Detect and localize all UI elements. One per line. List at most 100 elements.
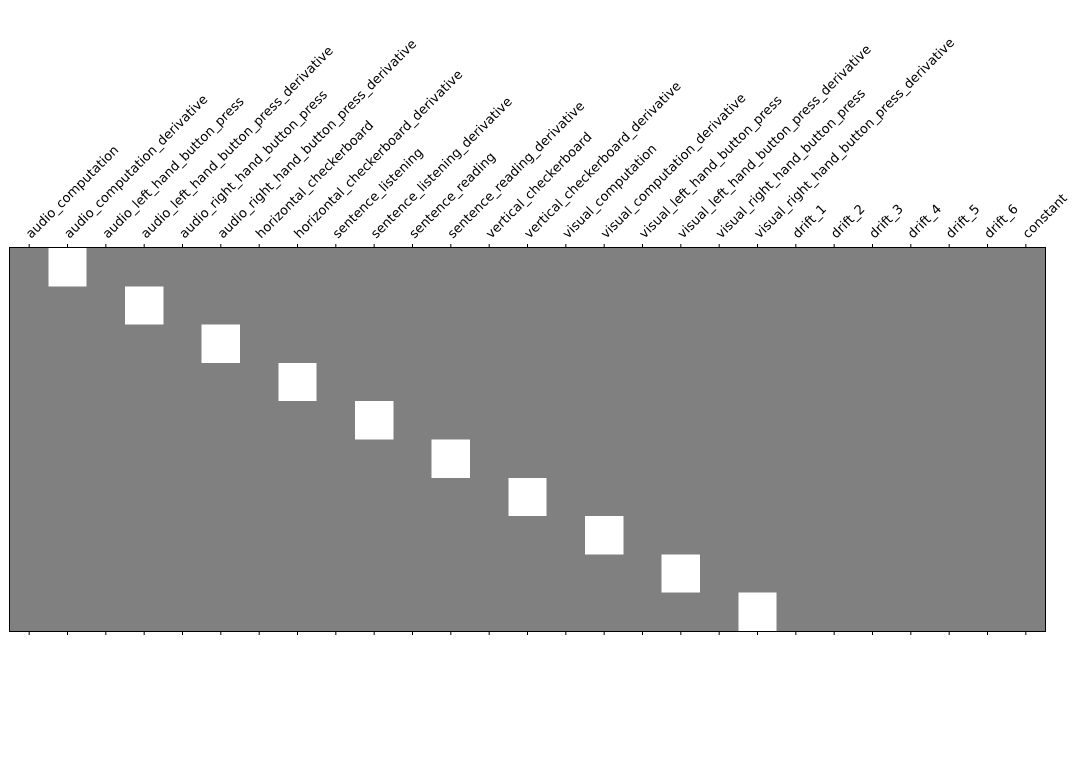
column-label-26: constant bbox=[1020, 191, 1071, 242]
heatmap-cell-r1-c0 bbox=[10, 286, 49, 326]
heatmap-cell-r3-c10 bbox=[393, 362, 433, 402]
heatmap-cell-r0-c20 bbox=[776, 248, 816, 287]
heatmap-cell-r9-c22 bbox=[853, 592, 893, 632]
heatmap-cell-r0-c17 bbox=[661, 248, 701, 287]
heatmap-cell-r6-c11 bbox=[431, 477, 471, 517]
heatmap-cell-r8-c21 bbox=[815, 554, 854, 594]
heatmap-cell-r9-c4 bbox=[163, 592, 203, 632]
heatmap-cell-r5-c10 bbox=[393, 439, 433, 479]
heatmap-cell-r1-c5 bbox=[201, 286, 241, 326]
heatmap-cell-r4-c5 bbox=[201, 401, 241, 441]
heatmap-cell-r8-c18 bbox=[700, 554, 739, 594]
heatmap-cell-r2-c19 bbox=[738, 324, 778, 364]
heatmap-cell-r1-c17 bbox=[661, 286, 701, 326]
heatmap-cell-r8-c11 bbox=[431, 554, 471, 594]
heatmap-cell-r7-c9 bbox=[355, 516, 394, 555]
heatmap-cell-r2-c26 bbox=[1006, 324, 1046, 364]
heatmap-cell-r7-c8 bbox=[316, 516, 356, 555]
heatmap-cell-r3-c17 bbox=[661, 362, 701, 402]
heatmap-cell-r3-c11 bbox=[431, 362, 471, 402]
heatmap-cell-r9-c13 bbox=[508, 592, 548, 632]
heatmap-cell-r6-c1 bbox=[48, 477, 88, 517]
heatmap-cell-r1-c13 bbox=[508, 286, 548, 326]
heatmap-cell-r2-c2 bbox=[86, 324, 126, 364]
heatmap-cell-r9-c12 bbox=[470, 592, 509, 632]
heatmap-cell-r5-c17 bbox=[661, 439, 701, 479]
heatmap-cell-r3-c5 bbox=[201, 362, 241, 402]
heatmap-cell-r1-c25 bbox=[968, 286, 1008, 326]
heatmap-cell-r6-c26 bbox=[1006, 477, 1046, 517]
heatmap-cell-r8-c1 bbox=[48, 554, 88, 594]
heatmap-cell-r5-c2 bbox=[86, 439, 126, 479]
heatmap-cell-r9-c17 bbox=[661, 592, 701, 632]
heatmap-cell-r7-c24 bbox=[930, 516, 969, 555]
heatmap-cell-r1-c24 bbox=[930, 286, 969, 326]
heatmap-cell-r3-c25 bbox=[968, 362, 1008, 402]
heatmap-cell-r5-c8 bbox=[316, 439, 356, 479]
heatmap-cell-r5-c9 bbox=[355, 439, 394, 479]
heatmap-cell-r4-c22 bbox=[853, 401, 893, 441]
heatmap-cell-r7-c2 bbox=[86, 516, 126, 555]
heatmap-cell-r8-c19 bbox=[738, 554, 778, 594]
heatmap-cell-r7-c13 bbox=[508, 516, 548, 555]
heatmap-cell-r5-c20 bbox=[776, 439, 816, 479]
heatmap-cell-r9-c3 bbox=[125, 592, 164, 632]
heatmap-cell-r5-c7 bbox=[278, 439, 318, 479]
heatmap-cell-r4-c3 bbox=[125, 401, 164, 441]
heatmap-cell-r5-c24 bbox=[930, 439, 969, 479]
heatmap-cell-r5-c22 bbox=[853, 439, 893, 479]
heatmap-cell-r0-c0 bbox=[10, 248, 49, 287]
heatmap-cell-r3-c15 bbox=[585, 362, 624, 402]
heatmap-cell-r0-c19 bbox=[738, 248, 778, 287]
heatmap-cell-r1-c23 bbox=[891, 286, 931, 326]
heatmap-cell-r0-c18 bbox=[700, 248, 739, 287]
heatmap-cell-r6-c8 bbox=[316, 477, 356, 517]
heatmap-cell-r4-c18 bbox=[700, 401, 739, 441]
heatmap-cell-r6-c5 bbox=[201, 477, 241, 517]
heatmap-cell-r1-c19 bbox=[738, 286, 778, 326]
heatmap-cell-r5-c13 bbox=[508, 439, 548, 479]
heatmap-cell-r6-c14 bbox=[546, 477, 586, 517]
heatmap-cell-r7-c11 bbox=[431, 516, 471, 555]
heatmap-cell-r0-c21 bbox=[815, 248, 854, 287]
heatmap-cell-r5-c5 bbox=[201, 439, 241, 479]
heatmap-cell-r6-c19 bbox=[738, 477, 778, 517]
heatmap-cell-r9-c16 bbox=[623, 592, 663, 632]
heatmap-cell-r7-c4 bbox=[163, 516, 203, 555]
heatmap-cell-r8-c20 bbox=[776, 554, 816, 594]
heatmap-cell-r1-c16 bbox=[623, 286, 663, 326]
heatmap-cell-r3-c6 bbox=[240, 362, 279, 402]
heatmap-cell-r0-c10 bbox=[393, 248, 433, 287]
heatmap-cell-r6-c13 bbox=[508, 477, 548, 517]
column-labels: audio_computationaudio_computation_deriv… bbox=[23, 36, 1070, 242]
heatmap-cell-r6-c16 bbox=[623, 477, 663, 517]
heatmap-cell-r0-c7 bbox=[278, 248, 318, 287]
heatmap-cell-r7-c21 bbox=[815, 516, 854, 555]
heatmap-cell-r4-c13 bbox=[508, 401, 548, 441]
heatmap-cell-r9-c25 bbox=[968, 592, 1008, 632]
heatmap-cell-r8-c9 bbox=[355, 554, 394, 594]
heatmap-cell-r0-c5 bbox=[201, 248, 241, 287]
heatmap-cell-r7-c3 bbox=[125, 516, 164, 555]
heatmap-cell-r0-c8 bbox=[316, 248, 356, 287]
heatmap-cell-r0-c9 bbox=[355, 248, 394, 287]
heatmap-cell-r9-c15 bbox=[585, 592, 624, 632]
heatmap-cell-r1-c1 bbox=[48, 286, 88, 326]
heatmap-cell-r3-c8 bbox=[316, 362, 356, 402]
heatmap-cell-r7-c17 bbox=[661, 516, 701, 555]
heatmap-cell-r3-c4 bbox=[163, 362, 203, 402]
heatmap-cell-r8-c22 bbox=[853, 554, 893, 594]
heatmap-cell-r0-c23 bbox=[891, 248, 931, 287]
heatmap-cell-r8-c23 bbox=[891, 554, 931, 594]
heatmap-cell-r4-c12 bbox=[470, 401, 509, 441]
heatmap-cell-r9-c23 bbox=[891, 592, 931, 632]
heatmap-cell-r8-c6 bbox=[240, 554, 279, 594]
heatmap-cell-r8-c25 bbox=[968, 554, 1008, 594]
heatmap-cell-r1-c22 bbox=[853, 286, 893, 326]
heatmap-cell-r2-c20 bbox=[776, 324, 816, 364]
heatmap-cell-r0-c2 bbox=[86, 248, 126, 287]
heatmap-cell-r1-c14 bbox=[546, 286, 586, 326]
heatmap-cell-r4-c24 bbox=[930, 401, 969, 441]
heatmap-cell-r0-c1 bbox=[48, 248, 88, 287]
